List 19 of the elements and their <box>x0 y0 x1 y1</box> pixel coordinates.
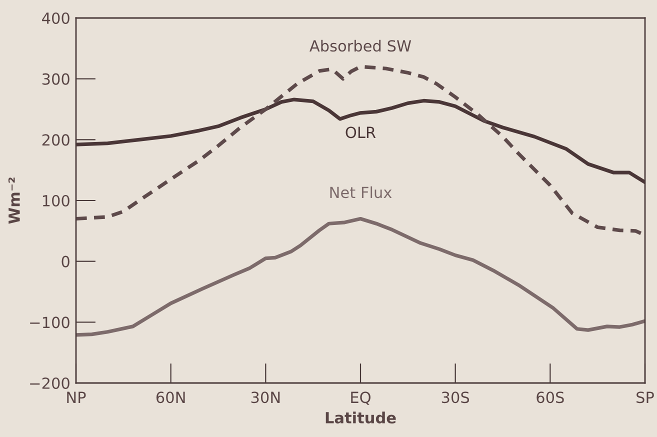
y-tick-label: 0 <box>62 256 70 268</box>
y-tick-label: 300 <box>42 73 70 85</box>
series-label: Net Flux <box>330 186 392 198</box>
x-tick-label: 60S <box>536 392 564 404</box>
x-tick-label: NP <box>67 392 86 403</box>
y-tick-label: 100 <box>42 194 70 207</box>
y-tick-label: −100 <box>30 316 70 328</box>
y-tick-label: 400 <box>42 12 70 24</box>
y-tick-label: 200 <box>42 134 70 146</box>
x-tick-label: 30N <box>251 392 280 404</box>
series-label: OLR <box>346 126 376 138</box>
x-tick-label: 60N <box>156 392 185 404</box>
y-axis-title: Wm⁻² <box>8 178 20 224</box>
series-label: Absorbed SW <box>310 40 412 52</box>
x-axis-title: Latitude <box>326 412 396 424</box>
y-tick-label: −200 <box>30 377 70 390</box>
x-tick-label: SP <box>636 392 654 404</box>
x-tick-label: 30S <box>442 392 470 404</box>
x-tick-label: EQ <box>351 392 370 405</box>
